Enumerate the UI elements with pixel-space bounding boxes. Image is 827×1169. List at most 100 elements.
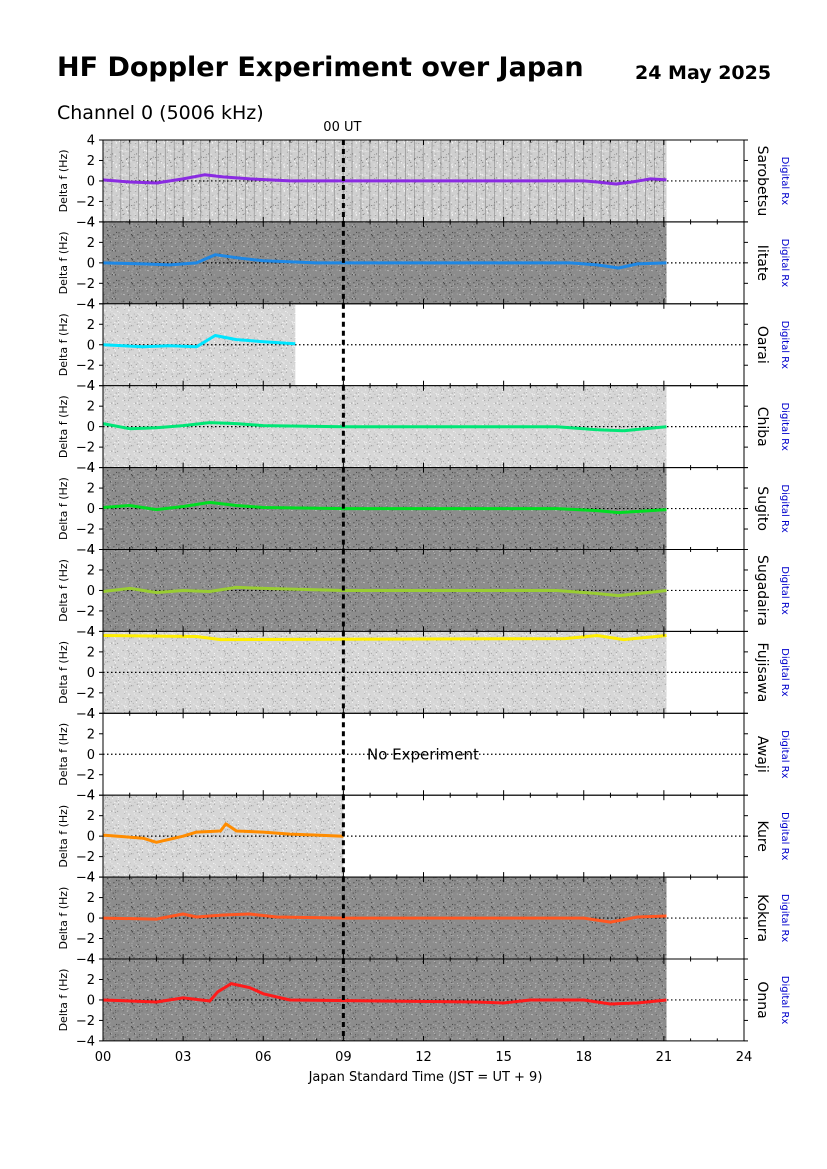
x-tick-label: 00: [95, 1050, 112, 1065]
y-axis-label: Delta f (Hz): [57, 641, 70, 704]
panel-awaji: 4 2 0 −2 −4 Delta f (Hz) Awaji Digital Rx No Exp…: [57, 707, 790, 804]
y-tick-label: 4: [87, 297, 95, 312]
y-tick-label: −2: [76, 195, 95, 210]
panel-sugito: 4 2 0 −2 −4 Delta f (Hz) Sugito Digital Rx: [57, 461, 790, 558]
y-axis-label: Delta f (Hz): [57, 887, 70, 950]
y-tick-label: 4: [87, 707, 95, 722]
y-tick-label: −4: [76, 1034, 95, 1049]
x-tick-label: 15: [495, 1050, 512, 1065]
panel-fujisawa: 4 2 0 −2 −4 Delta f (Hz) Fujisawa Digital Rx: [57, 625, 790, 722]
date-label: 24 May 2025: [635, 62, 772, 84]
y-tick-label: −2: [76, 441, 95, 456]
station-label: Chiba: [754, 407, 770, 447]
y-axis-label: Delta f (Hz): [57, 149, 70, 212]
y-tick-label: −4: [76, 625, 95, 640]
y-axis-label: Delta f (Hz): [57, 231, 70, 294]
station-label: Awaji: [754, 736, 770, 773]
y-tick-label: −4: [76, 871, 95, 886]
doppler-trace: [102, 822, 344, 844]
y-axis-label: Delta f (Hz): [57, 559, 70, 622]
y-tick-label: 2: [87, 891, 95, 906]
y-tick-label: 0: [87, 993, 95, 1008]
x-tick-label: 21: [656, 1050, 673, 1065]
receiver-label: Digital Rx: [779, 648, 790, 697]
doppler-trace: [102, 585, 667, 598]
panel-kure: 4 2 0 −2 −4 Delta f (Hz) Kure Digital Rx: [57, 789, 790, 886]
y-tick-label: −2: [76, 850, 95, 865]
y-tick-label: 2: [87, 973, 95, 988]
panel-sarobetsu: 4 2 0 −2 −4 Delta f (Hz) Sarobetsu Digital Rx: [57, 134, 790, 231]
y-tick-label: 2: [87, 727, 95, 742]
y-axis-label: Delta f (Hz): [57, 805, 70, 868]
station-label: Kure: [754, 820, 770, 851]
y-tick-label: 0: [87, 830, 95, 845]
receiver-label: Digital Rx: [779, 976, 790, 1025]
y-tick-label: 4: [87, 134, 95, 149]
panel-sugadaira: 4 2 0 −2 −4 Delta f (Hz) Sugadaira Digital Rx: [57, 543, 790, 640]
station-label: Sugadaira: [754, 555, 770, 626]
doppler-trace: [102, 634, 667, 642]
receiver-label: Digital Rx: [779, 730, 790, 779]
y-tick-label: 0: [87, 338, 95, 353]
y-tick-label: −2: [76, 359, 95, 374]
y-tick-label: 0: [87, 666, 95, 681]
y-tick-label: 2: [87, 318, 95, 333]
doppler-trace: [102, 334, 296, 349]
y-axis-label: Delta f (Hz): [57, 723, 70, 786]
y-tick-label: −4: [76, 297, 95, 312]
receiver-label: Digital Rx: [779, 157, 790, 206]
receiver-label: Digital Rx: [779, 484, 790, 533]
y-axis-label: Delta f (Hz): [57, 477, 70, 540]
receiver-label: Digital Rx: [779, 894, 790, 943]
ut-marker-label: 00 UT: [323, 120, 361, 135]
y-tick-label: −2: [76, 523, 95, 538]
y-tick-label: −2: [76, 768, 95, 783]
station-label: Sugito: [754, 486, 770, 531]
channel-label: Channel 0 (5006 kHz): [57, 102, 264, 124]
y-tick-label: −4: [76, 543, 95, 558]
y-tick-label: −4: [76, 953, 95, 968]
y-tick-label: 0: [87, 174, 95, 189]
doppler-trace: [102, 253, 667, 270]
station-label: Kokura: [754, 894, 770, 942]
y-tick-label: 2: [87, 809, 95, 824]
receiver-label: Digital Rx: [779, 321, 790, 370]
panel-onna: 4 2 0 −2 −4 Delta f (Hz) Onna Digital Rx: [57, 953, 790, 1050]
doppler-trace: [102, 421, 667, 433]
receiver-label: Digital Rx: [779, 812, 790, 861]
y-tick-label: 0: [87, 748, 95, 763]
x-tick-label: 09: [335, 1050, 352, 1065]
panel-iitate: 4 2 0 −2 −4 Delta f (Hz) Iitate Digital Rx: [57, 215, 790, 312]
y-tick-label: −4: [76, 707, 95, 722]
no-experiment-text: No Experiment: [367, 745, 479, 763]
y-tick-label: 0: [87, 256, 95, 271]
y-tick-label: 2: [87, 563, 95, 578]
receiver-label: Digital Rx: [779, 566, 790, 615]
y-tick-label: 0: [87, 912, 95, 927]
x-tick-label: 24: [736, 1050, 753, 1065]
panel-oarai: 4 2 0 −2 −4 Delta f (Hz) Oarai Digital Rx: [57, 297, 790, 394]
y-tick-label: −4: [76, 461, 95, 476]
station-label: Fujisawa: [754, 642, 770, 702]
x-axis-label: Japan Standard Time (JST = UT + 9): [308, 1070, 543, 1085]
y-tick-label: 4: [87, 461, 95, 476]
x-tick-label: 03: [175, 1050, 192, 1065]
y-tick-label: −4: [76, 215, 95, 230]
y-axis-label: Delta f (Hz): [57, 313, 70, 376]
y-tick-label: −2: [76, 277, 95, 292]
y-tick-label: 0: [87, 584, 95, 599]
y-tick-label: 2: [87, 400, 95, 415]
y-tick-label: 0: [87, 502, 95, 517]
doppler-trace: [102, 173, 667, 186]
station-label: Oarai: [754, 326, 770, 364]
y-tick-label: 4: [87, 953, 95, 968]
y-tick-label: 2: [87, 645, 95, 660]
y-tick-label: −4: [76, 379, 95, 394]
station-label: Sarobetsu: [754, 146, 770, 217]
y-tick-label: 0: [87, 420, 95, 435]
x-tick-label: 06: [255, 1050, 272, 1065]
y-tick-label: 4: [87, 789, 95, 804]
x-tick-label: 18: [575, 1050, 592, 1065]
y-tick-label: −2: [76, 1014, 95, 1029]
y-tick-label: 4: [87, 543, 95, 558]
